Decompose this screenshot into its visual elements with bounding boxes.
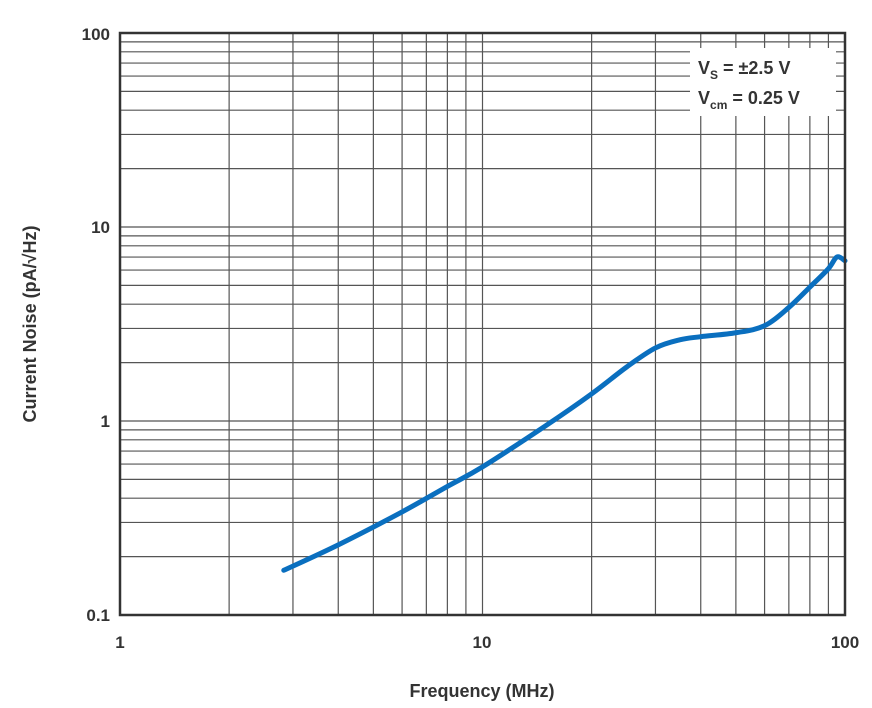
x-axis-label: Frequency (MHz)	[409, 681, 554, 701]
legend-vs: VS = ±2.5 V	[698, 58, 790, 82]
x-tick-10: 10	[473, 633, 492, 652]
current-noise-curve	[281, 254, 848, 573]
y-axis-label: Current Noise (pA/√Hz)	[20, 226, 40, 423]
x-tick-100: 100	[831, 633, 859, 652]
y-tick-1: 1	[101, 412, 110, 431]
grid	[120, 33, 845, 615]
x-tick-1: 1	[115, 633, 124, 652]
y-tick-10: 10	[91, 218, 110, 237]
legend-box	[690, 48, 836, 116]
y-tick-0.1: 0.1	[86, 606, 110, 625]
legend-vcm: Vcm = 0.25 V	[698, 88, 800, 112]
plot-frame	[118, 31, 847, 617]
series-layer	[281, 254, 848, 573]
y-tick-100: 100	[82, 25, 110, 44]
